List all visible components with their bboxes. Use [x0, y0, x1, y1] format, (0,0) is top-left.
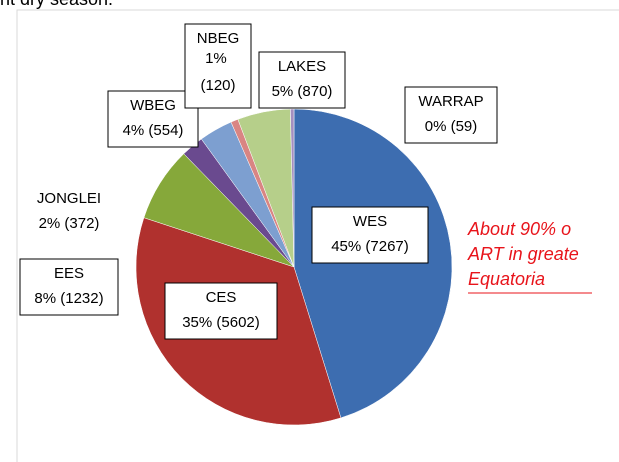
- slice-value-label: 1% (120): [200, 50, 235, 94]
- slice-name: LAKES: [278, 58, 326, 75]
- label-box: [258, 51, 346, 109]
- slice-name: CES: [206, 289, 237, 306]
- slice-name: EES: [54, 265, 84, 282]
- annotation-line: About 90% o: [467, 219, 571, 239]
- slice-name: WBEG: [130, 97, 176, 114]
- slice-value-label: 4% (554): [123, 122, 184, 139]
- slice-name: JONGLEI: [37, 190, 101, 207]
- slice-value-label: 8% (1232): [34, 290, 103, 307]
- label-box: [164, 282, 278, 340]
- annotation-line: ART in greate: [467, 244, 579, 264]
- header-text: nt dry season.: [0, 0, 113, 9]
- slice-name: NBEG: [197, 30, 240, 47]
- slice-value-label: 35% (5602): [182, 314, 260, 331]
- label-box: [184, 23, 252, 109]
- annotation-line: Equatoria: [468, 269, 545, 289]
- label-box: [19, 258, 119, 316]
- label-box: [107, 90, 199, 148]
- chart-frame: [16, 9, 619, 462]
- slice-value-label: 0% (59): [425, 118, 478, 135]
- pie-slice: [290, 108, 295, 268]
- annotation: About 90% o ART in greate Equatoria: [467, 219, 592, 294]
- slice-value-label: 45% (7267): [331, 238, 409, 255]
- label-box: [404, 86, 498, 144]
- slice-value-label: 2% (372): [39, 215, 100, 232]
- slice-value-label: 5% (870): [272, 83, 333, 100]
- label-box: [311, 206, 429, 264]
- slice-name: WES: [353, 213, 387, 230]
- slice-name: WARRAP: [418, 93, 483, 110]
